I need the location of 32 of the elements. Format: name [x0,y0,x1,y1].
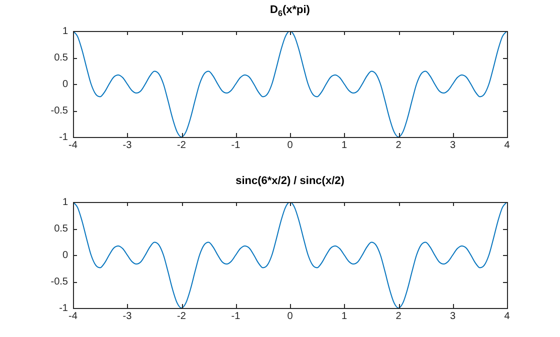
y-tick-label: 1 [62,26,68,37]
x-tick-label: -1 [231,140,241,151]
x-tick-label: -2 [177,140,186,151]
x-tick-label: 0 [287,310,294,322]
y-tick-label: 0 [62,250,68,261]
x-tick-label: -2 [177,310,186,322]
y-tick-label: 1 [62,196,68,208]
line-series [73,31,507,137]
x-tick-label: -4 [68,140,78,151]
y-tick-label: 0.5 [54,52,68,64]
y-tick-label: 0 [62,78,68,90]
chart-title: D$_{6}$(x*pi) [269,3,311,20]
y-tick-label: -1 [59,302,68,314]
x-tick-label: -1 [231,310,241,322]
y-tick-label: 0.5 [54,223,68,234]
x-tick-label: -3 [122,140,132,151]
y-tick-label: -0.5 [50,105,68,116]
x-tick-label: 4 [504,140,510,151]
x-tick-label: 4 [504,310,510,322]
y-tick-label: -1 [59,132,68,143]
x-tick-label: 2 [396,310,402,322]
chart-title: sinc(6*x/2) / sinc(x/2) [234,174,346,188]
x-tick-label: 3 [450,140,456,151]
x-tick-label: -3 [122,310,132,322]
x-tick-label: 1 [341,140,348,151]
x-tick-label: -4 [68,310,78,322]
x-tick-label: 2 [396,140,402,151]
line-series [73,202,507,308]
x-tick-label: 1 [341,310,348,322]
y-tick-label: -0.5 [50,276,68,288]
x-tick-label: 0 [287,140,294,151]
x-tick-label: 3 [450,310,456,322]
